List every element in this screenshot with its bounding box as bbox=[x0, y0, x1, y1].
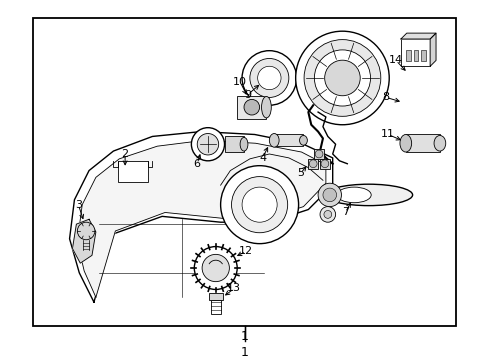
Bar bbox=[224, 136, 244, 152]
Bar bbox=[33, 18, 455, 327]
Bar bbox=[237, 95, 266, 119]
Text: 8: 8 bbox=[382, 93, 389, 103]
Text: 9: 9 bbox=[244, 90, 251, 99]
Text: 11: 11 bbox=[381, 130, 394, 139]
Ellipse shape bbox=[336, 187, 370, 203]
Bar bbox=[210, 300, 220, 314]
Ellipse shape bbox=[240, 138, 247, 151]
Circle shape bbox=[309, 160, 316, 168]
Circle shape bbox=[320, 160, 328, 168]
Bar bbox=[413, 50, 418, 62]
Circle shape bbox=[242, 187, 277, 222]
Bar bbox=[314, 149, 323, 159]
Polygon shape bbox=[77, 140, 325, 297]
Circle shape bbox=[194, 247, 237, 289]
Text: 12: 12 bbox=[239, 247, 252, 256]
Circle shape bbox=[202, 255, 229, 282]
Text: 4: 4 bbox=[259, 153, 265, 163]
Polygon shape bbox=[400, 33, 435, 39]
Text: 1: 1 bbox=[241, 330, 248, 343]
Circle shape bbox=[231, 177, 287, 233]
Bar bbox=[400, 39, 429, 66]
Text: 5: 5 bbox=[296, 168, 304, 179]
Circle shape bbox=[324, 60, 360, 96]
Bar bbox=[319, 159, 329, 168]
Bar bbox=[405, 50, 410, 62]
Text: 1: 1 bbox=[241, 346, 248, 359]
Ellipse shape bbox=[433, 135, 445, 151]
Circle shape bbox=[317, 183, 341, 207]
Ellipse shape bbox=[299, 135, 307, 145]
Bar bbox=[274, 135, 303, 146]
Circle shape bbox=[314, 50, 370, 106]
Polygon shape bbox=[72, 219, 96, 263]
Polygon shape bbox=[429, 33, 435, 66]
Text: 10: 10 bbox=[233, 77, 246, 87]
Ellipse shape bbox=[324, 184, 412, 206]
Bar bbox=[208, 293, 222, 300]
Polygon shape bbox=[69, 131, 332, 302]
Text: 3: 3 bbox=[75, 200, 81, 210]
Circle shape bbox=[242, 51, 296, 105]
Text: 14: 14 bbox=[388, 55, 402, 66]
Circle shape bbox=[304, 40, 380, 116]
Text: 2: 2 bbox=[122, 149, 128, 159]
Circle shape bbox=[295, 31, 388, 125]
Circle shape bbox=[322, 188, 336, 202]
Circle shape bbox=[314, 150, 322, 158]
Bar bbox=[421, 50, 426, 62]
Circle shape bbox=[220, 166, 298, 244]
Bar bbox=[118, 161, 147, 182]
Text: 13: 13 bbox=[227, 283, 241, 293]
Circle shape bbox=[77, 222, 95, 240]
Ellipse shape bbox=[261, 96, 271, 118]
Circle shape bbox=[319, 207, 335, 222]
Circle shape bbox=[244, 99, 259, 115]
Bar bbox=[308, 159, 317, 168]
Circle shape bbox=[197, 134, 218, 155]
Circle shape bbox=[249, 58, 288, 98]
Circle shape bbox=[257, 66, 281, 90]
Circle shape bbox=[323, 211, 331, 218]
Text: 7: 7 bbox=[341, 207, 348, 217]
Ellipse shape bbox=[269, 134, 279, 147]
Bar bbox=[405, 135, 439, 152]
Text: 6: 6 bbox=[193, 159, 200, 169]
Circle shape bbox=[191, 128, 224, 161]
Ellipse shape bbox=[399, 135, 411, 152]
